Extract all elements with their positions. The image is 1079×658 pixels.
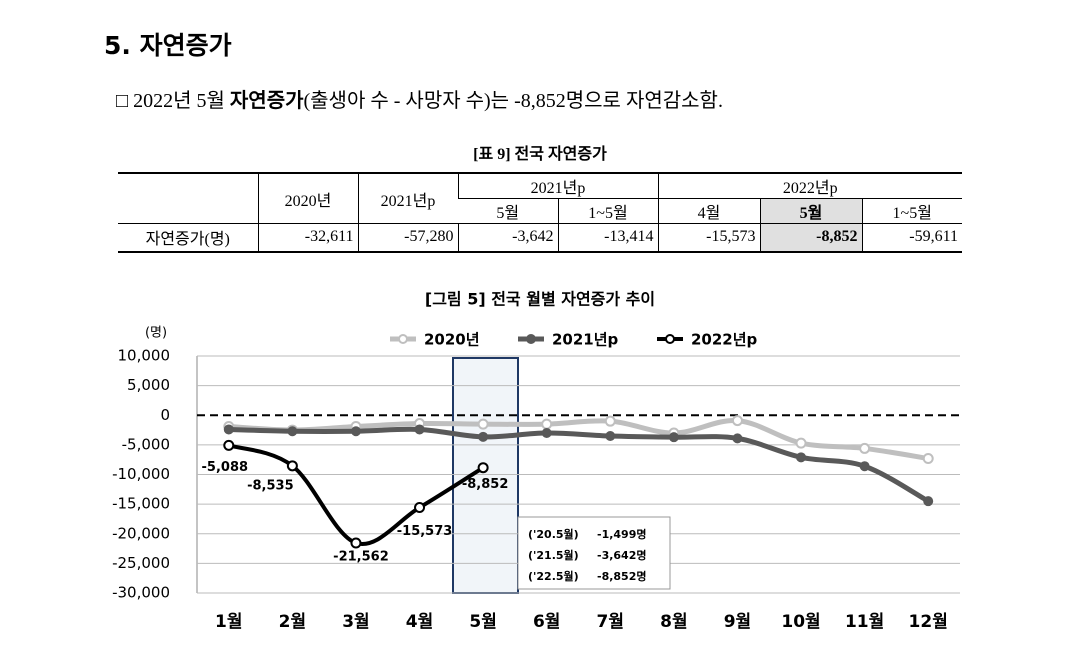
y-tick-label: -5,000	[122, 435, 170, 453]
y-tick-label: -20,000	[112, 524, 170, 542]
cell: -3,642	[457, 223, 558, 252]
annotation-label: ('22.5월)	[528, 569, 579, 583]
marker	[541, 428, 552, 439]
cell: 2021년p	[357, 173, 458, 224]
annotation-label: ('20.5월)	[528, 527, 579, 541]
legend-label: 2022년p	[691, 331, 758, 349]
annotation-value: -8,852명	[597, 569, 646, 583]
marker	[922, 453, 934, 465]
marker	[731, 415, 743, 427]
y-tick-label: 10,000	[118, 347, 171, 365]
marker	[605, 430, 616, 441]
heading: 5. 자연증가	[104, 31, 232, 60]
cell: 자연증가(명)	[145, 231, 230, 249]
cell: -59,611	[861, 223, 962, 252]
intro-text: □ 2022년 5월	[116, 90, 230, 112]
x-tick-label: 1월	[215, 612, 242, 632]
y-tick-label: -30,000	[112, 584, 170, 602]
x-tick-label: 8월	[660, 612, 687, 632]
marker	[414, 424, 425, 435]
x-tick-label: 7월	[597, 612, 624, 632]
cell: -8,852	[759, 223, 862, 252]
cell: -15,573	[657, 223, 760, 252]
line	[228, 426, 930, 504]
annotation-label: ('21.5월)	[528, 548, 579, 562]
marker	[795, 437, 807, 449]
x-tick-label: 9월	[724, 612, 751, 632]
data-label: -8,852	[462, 477, 509, 492]
marker	[668, 432, 679, 443]
annotation-value: -1,499명	[597, 527, 646, 541]
y-tick-label: 0	[160, 406, 170, 424]
marker	[732, 433, 743, 444]
x-tick-label: 11월	[845, 612, 884, 632]
marker	[350, 426, 361, 437]
x-tick-label: 2월	[279, 612, 306, 632]
marker	[287, 426, 298, 437]
marker	[478, 431, 489, 442]
table-caption: [표 9] 전국 자연증가	[473, 146, 607, 163]
marker	[859, 442, 871, 454]
y-tick-label: -15,000	[112, 495, 170, 513]
data-label: -5,088	[202, 460, 249, 475]
legend-marker	[526, 334, 536, 344]
marker	[350, 537, 362, 549]
x-tick-label: 3월	[342, 612, 369, 632]
cell: -13,414	[557, 223, 658, 252]
annotation-box	[517, 516, 671, 590]
cell: 1~5월	[557, 198, 658, 224]
cell: 2022년p	[657, 173, 962, 199]
y-tick-label: -25,000	[112, 554, 170, 572]
intro-text: (출생아 수 - 사망자 수)는 -8,852명으로 자연감소함.	[303, 90, 723, 112]
marker	[796, 452, 807, 463]
marker	[859, 461, 870, 472]
legend-marker	[398, 334, 408, 344]
y-tick-label: -10,000	[112, 465, 170, 483]
marker	[223, 439, 235, 451]
cell: -32,611	[257, 223, 358, 252]
legend-label: 2020년	[424, 331, 480, 349]
marker	[286, 460, 298, 472]
cell: 2020년	[257, 173, 358, 224]
cell: -57,280	[357, 223, 458, 252]
table: 2020년 2021년p 2021년p 2022년p 5월 1~5월 4월 5월 1~5월 자…	[118, 172, 962, 253]
x-tick-label: 5월	[469, 612, 496, 632]
line	[228, 418, 929, 461]
cell: 5월	[759, 198, 862, 224]
cell: 2021년p	[457, 173, 658, 199]
data-label: -21,562	[333, 550, 389, 565]
marker	[541, 418, 553, 430]
highlight-box	[452, 357, 519, 594]
marker	[223, 424, 234, 435]
marker	[477, 418, 489, 430]
marker	[923, 496, 934, 507]
legend-label: 2021년p	[552, 331, 619, 349]
x-tick-label: 12월	[909, 612, 948, 632]
marker	[414, 502, 426, 514]
y-unit: (명)	[145, 326, 167, 341]
chart-title: [그림 5] 전국 월별 자연증가 추이	[425, 290, 655, 309]
intro-bold: 자연증가	[229, 88, 304, 112]
annotation-value: -3,642명	[597, 548, 646, 562]
intro: □ 2022년 5월 자연증가(출생아 수 - 사망자 수)는 -8,852명으…	[116, 84, 723, 113]
cell: 1~5월	[861, 198, 962, 224]
data-label: -15,573	[397, 524, 453, 539]
marker	[477, 462, 489, 474]
y-tick-label: 5,000	[127, 376, 170, 394]
x-tick-label: 10월	[781, 612, 820, 632]
data-label: -8,535	[247, 478, 294, 493]
x-tick-label: 6월	[533, 612, 560, 632]
cell: 5월	[458, 198, 558, 224]
cell: 4월	[657, 198, 760, 224]
x-tick-label: 4월	[406, 612, 433, 632]
legend-marker	[665, 334, 675, 344]
marker	[604, 415, 616, 427]
